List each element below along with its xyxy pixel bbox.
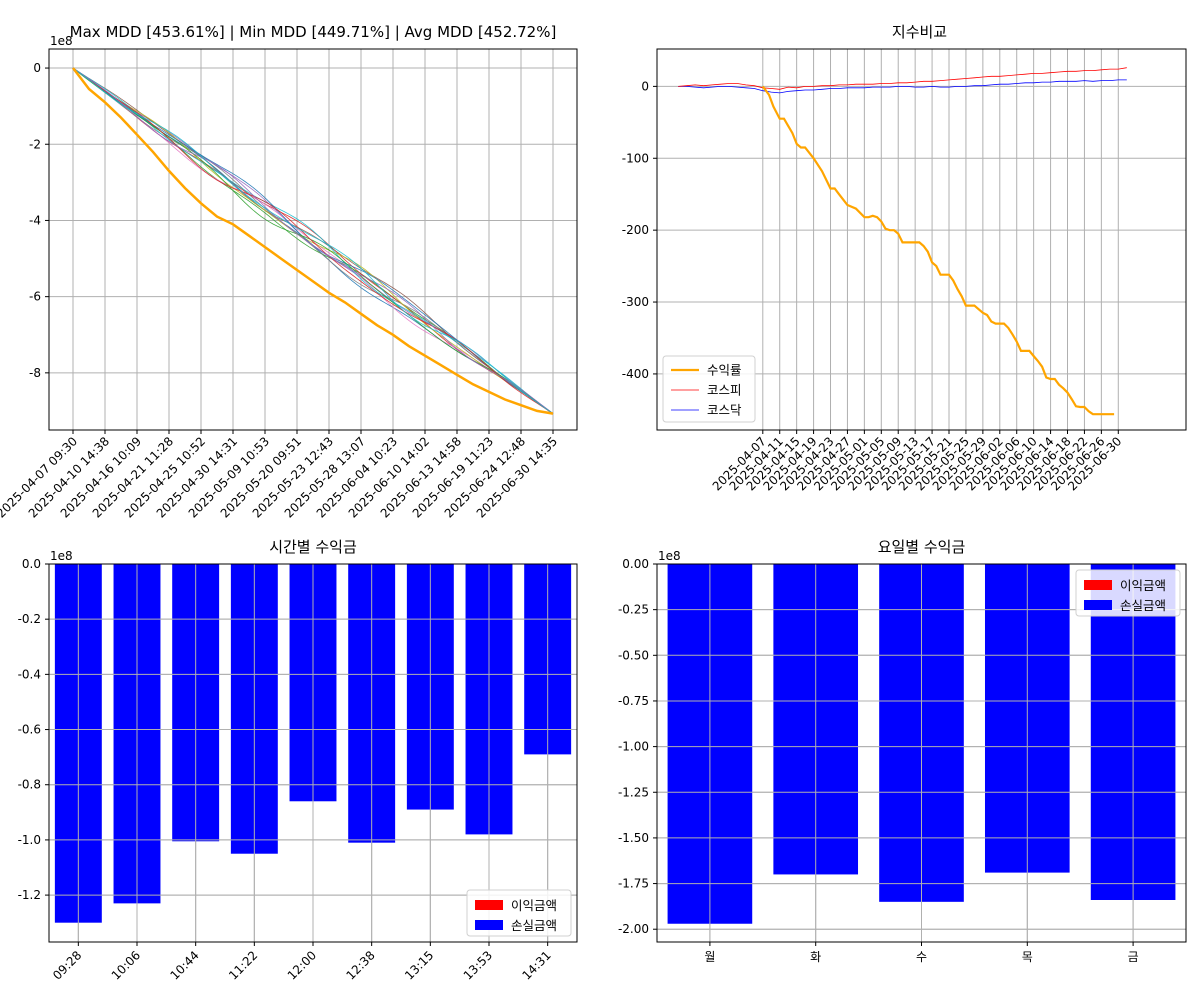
axes-frame — [656, 48, 1187, 431]
index-line-2 — [678, 79, 1127, 94]
mdd-band-line — [72, 67, 554, 414]
axes-frame — [48, 563, 578, 943]
index-line-0 — [761, 85, 1115, 416]
y-tick-label: -1.50 — [618, 831, 649, 845]
mdd-main-line — [72, 67, 554, 415]
legend-box — [662, 355, 756, 423]
index-line-1 — [678, 67, 1127, 90]
x-tick-label: 목 — [1022, 950, 1033, 964]
x-tick-label: 수 — [916, 950, 927, 964]
legend-swatch — [1084, 600, 1112, 610]
y-tick-label: 0.0 — [22, 557, 41, 571]
y-tick-label: -8 — [29, 366, 41, 380]
legend-swatch — [1084, 580, 1112, 590]
legend-swatch — [475, 900, 503, 910]
legend-label: 손실금액 — [1120, 598, 1166, 613]
y-tick-label: -2 — [29, 137, 41, 151]
y-tick-label: -0.6 — [18, 723, 41, 737]
x-tick-label: 금 — [1128, 950, 1139, 964]
y-offset-label: 1e8 — [50, 549, 73, 563]
legend-swatch — [475, 920, 503, 930]
y-tick-label: -0.2 — [18, 612, 41, 626]
x-tick-label: 화 — [810, 950, 821, 964]
legend-label: 이익금액 — [511, 898, 557, 913]
y-offset-label: 1e8 — [658, 549, 681, 563]
legend-label: 코스피 — [707, 383, 742, 398]
x-tick-label: 월 — [704, 950, 715, 964]
y-tick-label: -400 — [622, 367, 649, 381]
y-tick-label: -1.75 — [618, 877, 649, 891]
y-tick-label: -4 — [29, 213, 41, 227]
y-tick-label: -0.50 — [618, 648, 649, 662]
legend-label: 수익률 — [707, 363, 742, 378]
mdd-band-line — [72, 67, 554, 414]
y-tick-label: -1.0 — [18, 833, 41, 847]
y-offset-label: 1e8 — [50, 34, 73, 48]
chart-title: 요일별 수익금 — [878, 538, 966, 556]
y-tick-label: 0 — [641, 79, 649, 93]
chart-title: Max MDD [453.61%] | Min MDD [449.71%] | … — [70, 23, 557, 41]
legend-label: 손실금액 — [511, 918, 557, 933]
axes-frame — [656, 563, 1187, 943]
y-tick-label: -6 — [29, 290, 41, 304]
y-tick-label: -0.4 — [18, 667, 41, 681]
y-tick-label: -0.8 — [18, 778, 41, 792]
y-tick-label: 0.00 — [622, 557, 649, 571]
y-tick-label: -300 — [622, 295, 649, 309]
weekday-profit-chart: 요일별 수익금 0.00 -0.25 -0.50 -0.75 -1.00 -1.25 -1.5… — [618, 538, 1187, 964]
legend-label: 이익금액 — [1120, 578, 1166, 593]
y-tick-label: -1.00 — [618, 740, 649, 754]
hourly-profit-chart: 시간별 수익금0.0-0.2-0.4-0.6-0.8-1.0-1.21e809:… — [18, 538, 578, 983]
y-tick-label: -200 — [622, 223, 649, 237]
index-comparison-chart: 지수비교0-100-200-300-4002025-04-072025-04-1… — [622, 23, 1187, 493]
y-tick-label: -1.25 — [618, 785, 649, 799]
chart-title: 지수비교 — [892, 23, 947, 41]
mdd-band-line — [72, 67, 554, 414]
mdd-band-line — [72, 67, 554, 414]
y-tick-label: -100 — [622, 151, 649, 165]
mdd-chart: Max MDD [453.61%] | Min MDD [449.71%] | … — [0, 23, 578, 521]
mdd-band-line — [72, 67, 554, 414]
y-tick-label: 0 — [33, 61, 41, 75]
y-tick-label: -2.00 — [618, 922, 649, 936]
y-tick-label: -0.75 — [618, 694, 649, 708]
y-tick-label: -0.25 — [618, 603, 649, 617]
chart-title: 시간별 수익금 — [269, 538, 357, 556]
axes-frame — [48, 48, 578, 431]
y-tick-label: -1.2 — [18, 888, 41, 902]
legend-label: 코스닥 — [707, 403, 742, 418]
